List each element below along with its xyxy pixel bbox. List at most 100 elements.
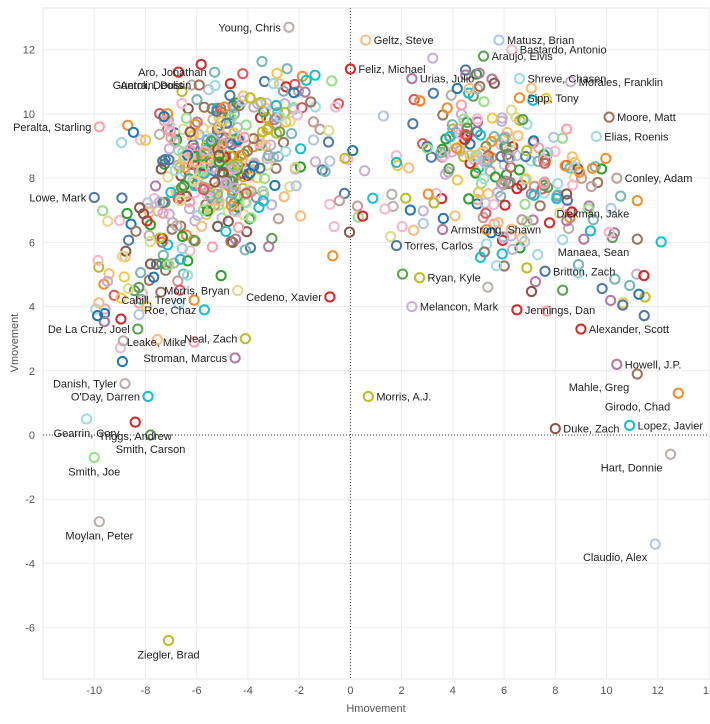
data-point xyxy=(261,124,273,136)
point-label: Feliz, Michael xyxy=(358,64,425,76)
labeled-data-point xyxy=(565,76,577,88)
data-point xyxy=(582,203,595,215)
data-point xyxy=(609,273,621,285)
data-point xyxy=(213,156,225,168)
data-point xyxy=(506,243,519,255)
data-point xyxy=(485,135,498,148)
data-point xyxy=(309,156,322,168)
data-point xyxy=(156,257,168,270)
x-tick-label: 4 xyxy=(450,685,456,697)
point-label: Leake, Mike xyxy=(127,337,186,349)
data-point xyxy=(169,164,181,176)
data-point xyxy=(154,196,166,208)
data-point xyxy=(113,214,126,227)
data-point xyxy=(260,97,273,109)
data-point xyxy=(159,154,171,166)
data-point xyxy=(480,207,492,219)
data-point xyxy=(474,129,487,141)
data-point xyxy=(115,292,127,304)
data-point xyxy=(279,145,292,158)
y-tick-label: -6 xyxy=(25,623,35,635)
data-point xyxy=(520,173,532,185)
data-point xyxy=(379,203,391,215)
labeled-data-point xyxy=(185,79,198,91)
data-point xyxy=(596,282,608,295)
labeled-data-point xyxy=(362,390,374,403)
labeled-data-point xyxy=(283,21,295,33)
grid-lines xyxy=(43,8,710,679)
data-point xyxy=(417,217,429,230)
data-point xyxy=(177,153,190,165)
data-point xyxy=(307,116,319,128)
data-point xyxy=(240,119,252,131)
data-point xyxy=(237,90,249,102)
labeled-data-point xyxy=(209,66,221,78)
x-tick-label: 0 xyxy=(347,685,353,697)
data-point xyxy=(197,204,209,216)
data-point xyxy=(470,167,482,179)
data-point xyxy=(228,127,240,139)
point-label: Morris, A.J. xyxy=(376,391,431,403)
labeled-data-point xyxy=(511,304,523,316)
data-point xyxy=(631,268,643,280)
labeled-data-point xyxy=(232,284,244,297)
data-point xyxy=(259,172,271,185)
data-point xyxy=(189,118,201,131)
data-point xyxy=(92,254,104,267)
point-label: Gearrin, Cory xyxy=(54,428,121,440)
data-point xyxy=(121,207,133,220)
data-point xyxy=(461,130,473,142)
data-point xyxy=(98,307,111,320)
data-point xyxy=(445,89,457,101)
point-label: Peralta, Starling xyxy=(13,122,91,134)
data-point xyxy=(638,310,650,322)
data-point xyxy=(171,134,183,146)
labeled-data-point xyxy=(631,368,643,380)
data-point xyxy=(615,190,627,202)
data-point xyxy=(284,115,296,127)
data-point xyxy=(213,149,225,161)
point-label: Matusz, Brian xyxy=(507,35,574,47)
point-label: Smith, Carson xyxy=(116,444,186,456)
data-point xyxy=(162,171,174,183)
data-point xyxy=(162,239,174,251)
data-point xyxy=(655,236,667,248)
data-point xyxy=(443,163,455,175)
labeled-data-point xyxy=(93,121,105,133)
zero-lines xyxy=(43,8,709,679)
labeled-data-point xyxy=(144,429,157,441)
data-point xyxy=(213,122,225,134)
data-point xyxy=(239,244,251,256)
labeled-data-point xyxy=(539,265,551,277)
labeled-data-point xyxy=(603,111,615,123)
data-point xyxy=(417,205,429,217)
data-point xyxy=(561,215,573,227)
y-tick-labels: -6 -4 -2 0 2 4 6 8 10 12 xyxy=(23,45,35,635)
data-point xyxy=(557,234,569,246)
point-labels: Young, Chris Geltz, Steve Aro, Jonathan Fel… xyxy=(13,22,703,661)
data-point xyxy=(267,151,280,163)
point-label: O'Day, Darren xyxy=(71,391,140,403)
data-point xyxy=(449,210,461,222)
data-point xyxy=(270,99,282,112)
data-point xyxy=(511,183,523,195)
point-label: Conley, Adam xyxy=(625,173,693,185)
data-point xyxy=(165,186,177,198)
data-point xyxy=(525,82,537,94)
point-label: Antolin, Dustin xyxy=(120,80,191,92)
point-label: Elias, Roenis xyxy=(604,131,669,143)
data-point xyxy=(305,96,317,108)
data-point xyxy=(474,80,486,93)
data-point xyxy=(534,200,546,212)
labeled-data-point xyxy=(239,333,251,345)
data-point xyxy=(205,135,217,147)
data-point xyxy=(215,270,227,282)
data-point xyxy=(176,85,188,97)
point-label: Hart, Donnie xyxy=(601,462,663,474)
data-point xyxy=(189,215,201,227)
data-point xyxy=(474,251,487,263)
data-point xyxy=(585,180,598,193)
data-point xyxy=(519,235,531,248)
data-point xyxy=(319,165,331,178)
point-label: Aro, Jonathan xyxy=(138,67,207,79)
